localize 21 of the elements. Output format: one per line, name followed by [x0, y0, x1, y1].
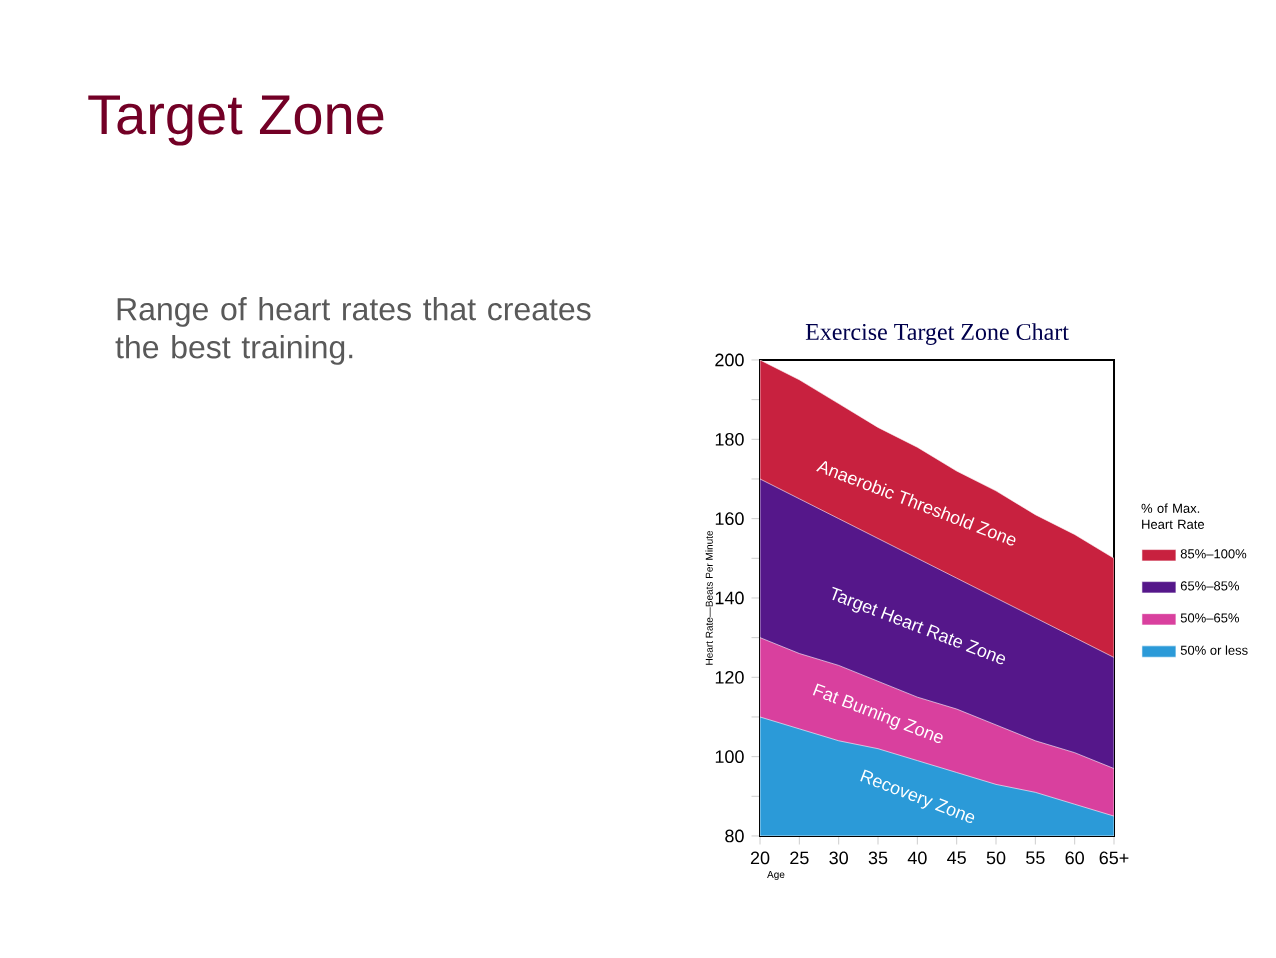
- annotation: Target Heart Rate Zone: [832, 586, 1006, 665]
- x-tick-label: 40: [907, 851, 927, 865]
- y-tick-label: 200: [715, 353, 744, 367]
- x-tick-label: 25: [790, 851, 809, 865]
- y-tick-label: 100: [715, 750, 744, 764]
- y-tick-label: 140: [715, 591, 744, 605]
- y-tick-label: 160: [715, 512, 744, 526]
- y-tick-label: 80: [725, 829, 744, 843]
- x-tick-label: 35: [868, 851, 888, 865]
- x-tick-label: 55: [1026, 851, 1045, 865]
- text: Range of heart rates that creates the best training.: [115, 297, 591, 365]
- x-tick-label: 65+: [1099, 851, 1129, 865]
- y-tick-label: 120: [715, 670, 744, 684]
- x-tick-label: 50: [986, 851, 1006, 865]
- y-tick-label: 180: [715, 432, 744, 446]
- x-tick-label: 30: [829, 851, 848, 865]
- x-tick-label: 60: [1065, 851, 1084, 865]
- x-tick-label: 45: [947, 851, 966, 865]
- chart-title: Exercise Target Zone Chart: [805, 323, 1069, 345]
- text: Target Zone: [88, 95, 384, 146]
- x-tick-label: 20: [750, 851, 770, 865]
